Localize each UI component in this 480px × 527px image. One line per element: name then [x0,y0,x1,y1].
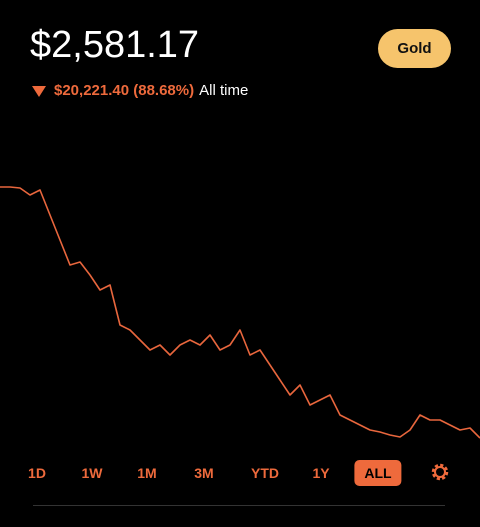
gold-button[interactable]: Gold [378,29,451,68]
change-amount: $20,221.40 (88.68%) [54,82,195,99]
range-button[interactable]: 1D [28,465,46,481]
range-button[interactable]: 1Y [312,465,330,481]
range-button[interactable]: ALL [354,460,402,486]
balance: $2,581.17 [30,24,200,66]
divider [33,505,445,506]
range-button[interactable]: 1W [81,465,103,481]
range-button[interactable]: 1M [137,465,157,481]
range-selector: 1D 1W 1M 3M YTD 1Y ALL [0,460,480,486]
change-period: All time [199,82,249,99]
down-arrow [32,85,46,97]
range-button[interactable]: 3M [194,465,214,481]
price-line [0,186,480,439]
change-row: $20,221.40 (88.68%) All time [32,82,248,99]
range-button[interactable]: YTD [251,465,279,481]
